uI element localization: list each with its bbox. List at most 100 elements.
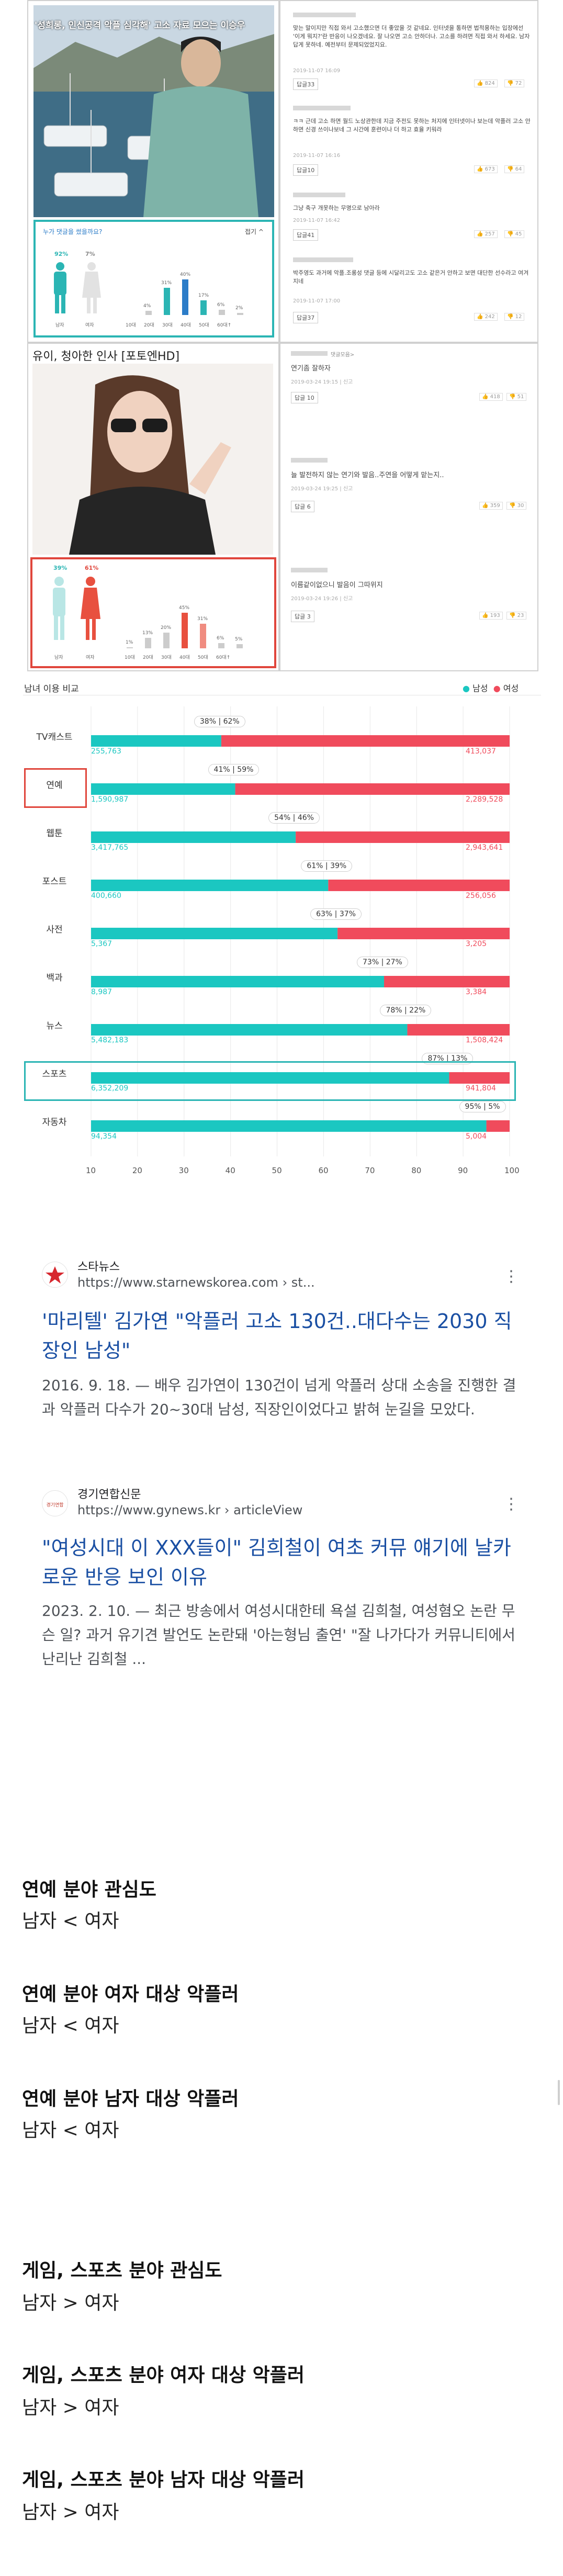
dislike-button[interactable]: 👎 30 [506, 502, 527, 510]
result-title[interactable]: '마리텔' 김가연 "악플러 고소 130건..대다수는 2030 직장인 남성… [42, 1310, 512, 1362]
article1-title[interactable]: '성희롱, 인신공격 악플 심각해' 고소 자료 모으는 이승우 [35, 20, 245, 31]
statement-heading: 연예 분야 여자 대상 악플러 [22, 1984, 239, 2005]
comment-text: 박주영도 과거에 악플.조롱성 댓글 등에 시달리고도 고소 같은거 안하고 보… [293, 269, 529, 285]
dislike-button[interactable]: 👎 51 [506, 393, 527, 401]
like-button[interactable]: 👍 418 [479, 393, 503, 401]
age-bar [145, 638, 151, 648]
search-result-2[interactable]: 경기연합 경기연합신문 https://www.gynews.kr › arti… [0, 1481, 563, 1674]
highlight-box-red [24, 768, 87, 808]
ratio-label: 95% | 5% [459, 1101, 506, 1112]
result-url[interactable]: https://www.starnewskorea.com › st... [77, 1275, 315, 1290]
chart-labels: 10 20 30 40 50 60 70 80 90 100 TV캐스트 38% | 62% 255,7… [23, 675, 541, 1201]
category-label: TV캐스트 [36, 732, 73, 743]
male-count: 255,763 [91, 747, 121, 756]
age-label: 20대 [143, 655, 153, 660]
x-tick-label: 40 [225, 1166, 235, 1175]
reply-button[interactable]: 답글37 [293, 312, 319, 323]
bar-male-6 [91, 1024, 408, 1036]
poll-collapse[interactable]: 접기 ^ [245, 228, 264, 235]
chart-header: 남녀 이용 비교 ● 남성 ● 여성 [23, 679, 541, 695]
age-pct: 2% [235, 306, 243, 311]
username-placeholder [291, 351, 328, 356]
dislike-button[interactable]: 👎 12 [504, 313, 525, 321]
bar-male-0 [91, 735, 221, 747]
username-placeholder [293, 193, 345, 197]
bar-male-3 [91, 880, 329, 891]
dislike-button[interactable]: 👎 64 [504, 165, 525, 173]
reply-button[interactable]: 답글 6 [291, 501, 314, 512]
comment-date: 2019-11-07 17:00 [293, 298, 341, 304]
bar-female-6 [407, 1024, 510, 1036]
like-button[interactable]: 👍 824 [474, 80, 498, 87]
ratio-label: 38% | 62% [194, 716, 245, 727]
more-options-icon[interactable]: ⋮ [503, 1267, 519, 1286]
comment-text: 맞는 말이지만 직접 와서 고소했으면 더 좋았을 것 같네요. 인터넷을 통하… [293, 25, 530, 48]
statement-value: 남자 > 여자 [22, 2502, 119, 2523]
legend-male: 남성 [472, 683, 488, 693]
age-label: 30대 [161, 655, 172, 660]
reply-button[interactable]: 답글 10 [291, 392, 318, 403]
dislike-button[interactable]: 👎 45 [504, 230, 525, 238]
age-label: 50대 [198, 655, 208, 660]
age-pct: 4% [143, 303, 151, 309]
age-bar [218, 643, 224, 648]
like-button[interactable]: 👍 257 [474, 230, 498, 238]
reply-button[interactable]: 답글33 [293, 78, 319, 90]
male-count: 5,367 [91, 940, 112, 948]
like-button[interactable]: 👍 359 [479, 502, 503, 510]
more-options-icon[interactable]: ⋮ [503, 1495, 519, 1513]
like-button[interactable]: 👍 242 [474, 313, 498, 321]
article2-title[interactable]: 유이, 청아한 인사 [포토엔HD] [32, 350, 180, 363]
statement-value: 남자 < 여자 [22, 1910, 119, 1932]
chart-plot [91, 706, 510, 1156]
dislike-button[interactable]: 👎 23 [506, 612, 527, 620]
reply-button[interactable]: 답글10 [293, 164, 319, 176]
chart-title: 남녀 이용 비교 [24, 684, 79, 694]
comment-date: 2019-11-07 16:16 [293, 153, 341, 159]
female-count: 413,037 [466, 747, 496, 756]
comments-header[interactable]: 댓글모음> [331, 352, 355, 358]
result-source: 스타뉴스 [77, 1261, 120, 1274]
result-url[interactable]: https://www.gynews.kr › articleView [77, 1503, 303, 1517]
like-button[interactable]: 👍 193 [479, 612, 503, 620]
age-bar [200, 624, 206, 648]
news-collage: '성희롱, 인신공격 악플 심각해' 고소 자료 모으는 이승우 누가 댓글을 … [23, 0, 541, 675]
male-label: 남자 [55, 323, 64, 328]
age-bar [182, 613, 188, 648]
scrollbar-thumb[interactable] [558, 2080, 560, 2105]
x-tick-label: 70 [365, 1166, 375, 1175]
age-pct: 45% [179, 605, 190, 611]
category-label: 연예 [46, 780, 63, 791]
bar-male-1 [91, 783, 235, 795]
search-result-1[interactable]: 스타뉴스 https://www.starnewskorea.com › st.… [0, 1253, 563, 1457]
statement-heading: 연예 분야 관심도 [22, 1879, 156, 1900]
x-tick-label: 10 [86, 1166, 96, 1175]
bar-female-3 [328, 880, 510, 891]
like-button[interactable]: 👍 673 [474, 165, 498, 173]
age-bar [127, 647, 133, 648]
bar-male-4 [91, 928, 338, 939]
comment-date: 2019-03-24 19:26 | 신고 [291, 596, 353, 602]
female-count: 256,056 [466, 892, 496, 900]
bar-male-5 [91, 976, 384, 987]
male-count: 94,354 [91, 1132, 117, 1141]
reply-button[interactable]: 답글 3 [291, 611, 314, 622]
bar-male-8 [91, 1120, 487, 1132]
age-bar-30 [164, 288, 170, 315]
reply-button[interactable]: 답글41 [293, 229, 319, 241]
article1-poll-box: 누가 댓글을 썼을까요? 접기 ^ 92% 7% 남자 여자 4% 31% 40… [33, 220, 274, 338]
legend-male-dot: ● [463, 683, 470, 693]
x-tick-label: 100 [504, 1166, 520, 1175]
statement-heading: 연예 분야 남자 대상 악플러 [22, 2088, 239, 2110]
male-count: 5,482,183 [91, 1036, 129, 1044]
legend-female: 여성 [503, 683, 519, 693]
category-label: 자동차 [42, 1117, 67, 1128]
dislike-button[interactable]: 👎 72 [504, 80, 525, 87]
comment-date: 2019-03-24 19:25 | 신고 [291, 486, 353, 492]
bar-female-1 [235, 783, 510, 795]
gynews-logo-icon: 경기연합 [42, 1490, 68, 1516]
age-pct: 31% [197, 616, 208, 622]
result-title[interactable]: "여성시대 이 XXX들이" 김희철이 여초 커뮤 얘기에 날카로운 반응 보인… [42, 1536, 511, 1589]
result-snippet: 2023. 2. 10. — 최근 방송에서 여성시대한테 욕설 김희철, 여성… [42, 1602, 515, 1668]
comment-text: 그냥 축구 개못하는 무명으로 남아라 [293, 205, 380, 211]
